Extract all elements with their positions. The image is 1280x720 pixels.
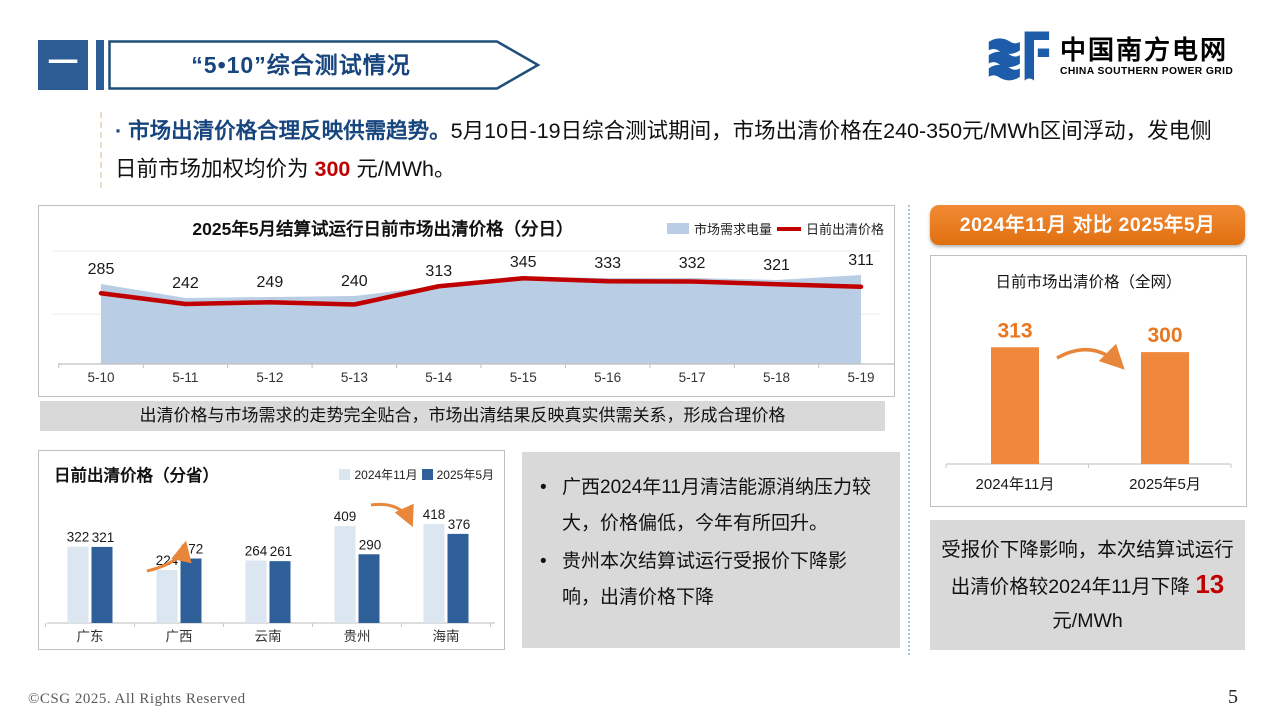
- svg-text:332: 332: [679, 255, 706, 272]
- section-title-banner: “5•10”综合测试情况: [108, 40, 542, 90]
- legend-label-price: 日前出清价格: [805, 222, 884, 237]
- csg-logo-icon: [988, 31, 1050, 81]
- svg-text:5-12: 5-12: [256, 370, 283, 385]
- legend-swatch-2025: [421, 469, 433, 480]
- svg-text:313: 313: [425, 263, 452, 280]
- svg-text:249: 249: [257, 274, 284, 291]
- chart-note-strip: 出清价格与市场需求的走势完全贴合，市场出清结果反映真实供需关系，形成合理价格: [40, 401, 885, 431]
- banner-pennant-shape: [108, 40, 541, 90]
- intro-text-after: 元/MWh。: [350, 157, 456, 181]
- section-title: “5•10”综合测试情况: [191, 52, 411, 78]
- daily-price-chart: 2025年5月结算试运行日前市场出清价格（分日） 市场需求电量 日前出清价格 2…: [38, 205, 895, 397]
- province-price-chart: 日前出清价格（分省） 2024年11月 2025年5月 322 321 广东 224 2…: [38, 450, 505, 650]
- compare-chart-plot: 313 2024年11月 300 2025年5月: [945, 319, 1232, 493]
- page-number: 5: [1228, 686, 1238, 708]
- svg-text:409: 409: [334, 509, 357, 524]
- svg-text:300: 300: [1147, 324, 1182, 347]
- grid-price-compare-chart: 日前市场出清价格（全网） 313 2024年11月 300 2025年5月: [930, 255, 1247, 507]
- intro-paragraph: · 市场出清价格合理反映供需趋势。5月10日-19日综合测试期间，市场出清价格在…: [100, 112, 1233, 188]
- legend-label-demand: 市场需求电量: [693, 222, 772, 237]
- legend-swatch-demand: [666, 223, 689, 234]
- svg-text:285: 285: [88, 261, 115, 278]
- svg-text:2025年5月: 2025年5月: [1129, 476, 1201, 493]
- svg-text:5-15: 5-15: [510, 370, 537, 385]
- svg-text:290: 290: [359, 537, 382, 552]
- legend-swatch-price-line: [776, 226, 801, 231]
- svg-text:广西: 广西: [166, 629, 193, 644]
- svg-text:240: 240: [341, 273, 368, 290]
- intro-bullet: ·: [115, 119, 123, 143]
- svg-text:322: 322: [67, 530, 90, 545]
- daily-chart-plot: 285 242 249 240 313 345 333 332 321 311 5-10 5-11 5-…: [53, 250, 894, 385]
- svg-text:广东: 广东: [77, 629, 104, 644]
- comparison-banner: 2024年11月 对比 2025年5月: [930, 205, 1245, 245]
- conclusion-text-before: 受报价下降影响，本次结算试运行出清价格较2024年11月下降: [941, 538, 1234, 598]
- daily-chart-title: 2025年5月结算试运行日前市场出清价格（分日）: [192, 219, 574, 239]
- svg-text:2024年11月: 2024年11月: [976, 476, 1055, 493]
- section-index-marker: 一: [38, 40, 88, 90]
- conclusion-box: 受报价下降影响，本次结算试运行出清价格较2024年11月下降 13 元/MWh: [930, 520, 1245, 650]
- svg-text:5-11: 5-11: [172, 370, 198, 385]
- daily-chart-legend: 市场需求电量 日前出清价格: [666, 219, 884, 238]
- svg-text:333: 333: [594, 255, 621, 272]
- vertical-divider: [908, 205, 910, 655]
- svg-text:5-16: 5-16: [594, 370, 621, 385]
- intro-text-before: 5月10日-19日综合测试期间，市场出清价格在240-350元/MWh区间浮动，…: [115, 119, 1212, 181]
- svg-text:345: 345: [510, 254, 537, 271]
- svg-text:376: 376: [448, 517, 471, 532]
- svg-text:5-18: 5-18: [763, 370, 790, 385]
- svg-text:云南: 云南: [255, 629, 282, 644]
- svg-text:5-17: 5-17: [679, 370, 706, 385]
- analysis-bullet-1: 广西2024年11月清洁能源消纳压力较大，价格偏低，今年有所回升。: [532, 470, 884, 542]
- compare-chart-title: 日前市场出清价格（全网）: [995, 274, 1182, 291]
- svg-text:贵州: 贵州: [344, 629, 371, 644]
- svg-text:5-13: 5-13: [341, 370, 368, 385]
- svg-text:5-19: 5-19: [847, 370, 874, 385]
- province-chart-title: 日前出清价格（分省）: [54, 467, 219, 485]
- analysis-bullet-2: 贵州本次结算试运行受报价下降影响，出清价格下降: [532, 544, 884, 616]
- conclusion-value: 13: [1195, 568, 1225, 599]
- banner-left-bar: [96, 40, 104, 90]
- logo-name-zh: 中国南方电网: [1060, 35, 1229, 65]
- copyright-text: ©CSG 2025. All Rights Reserved: [28, 691, 246, 707]
- svg-text:321: 321: [92, 530, 115, 545]
- svg-text:313: 313: [997, 319, 1032, 342]
- analysis-notes-box: 广西2024年11月清洁能源消纳压力较大，价格偏低，今年有所回升。 贵州本次结算…: [522, 452, 900, 648]
- svg-text:242: 242: [172, 275, 199, 292]
- logo-name-en: CHINA SOUTHERN POWER GRID: [1060, 66, 1234, 77]
- svg-text:海南: 海南: [433, 629, 460, 644]
- svg-text:418: 418: [423, 507, 446, 522]
- intro-highlight-value: 300: [314, 157, 351, 181]
- legend-label-2024: 2024年11月: [354, 468, 418, 482]
- legend-swatch-2024: [339, 469, 351, 480]
- legend-label-2025: 2025年5月: [436, 468, 494, 482]
- svg-text:5-10: 5-10: [87, 370, 114, 385]
- svg-text:321: 321: [763, 257, 790, 274]
- svg-text:5-14: 5-14: [425, 370, 453, 385]
- intro-lead: 市场出清价格合理反映供需趋势。: [128, 119, 451, 143]
- svg-text:264: 264: [245, 543, 268, 558]
- province-chart-legend: 2024年11月 2025年5月: [339, 466, 494, 483]
- csg-logo: 中国南方电网 CHINA SOUTHERN POWER GRID: [985, 28, 1233, 86]
- svg-text:311: 311: [848, 252, 874, 269]
- conclusion-text-after: 元/MWh: [1052, 609, 1123, 632]
- svg-text:261: 261: [270, 544, 293, 559]
